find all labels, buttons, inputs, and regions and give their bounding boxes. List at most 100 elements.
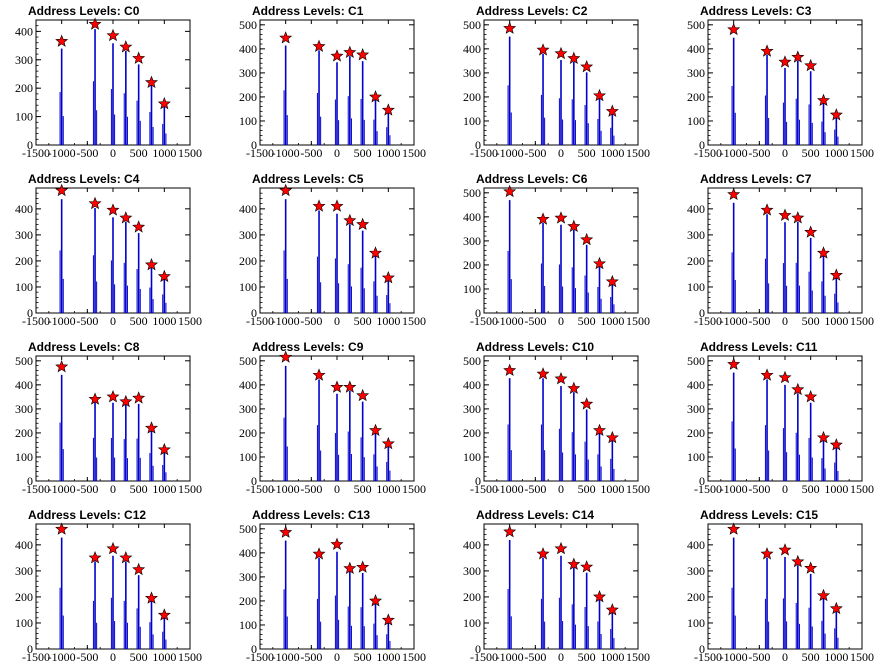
y-tick-label: 400 (239, 42, 257, 56)
y-tick-label: 300 (463, 234, 481, 248)
peak-marker (605, 603, 619, 616)
x-tick-label: 500 (130, 146, 148, 160)
x-tick-label: 1000 (600, 482, 624, 496)
x-tick-label: 500 (354, 650, 372, 664)
histogram-panel: Address Levels: C12 -1500 -1000 -500 0 500 100… (0, 504, 224, 672)
x-tick-label: 1500 (402, 650, 426, 664)
peak-marker (88, 392, 102, 405)
y-tick-label: 0 (27, 474, 33, 488)
x-tick-label: 1000 (376, 314, 400, 328)
peak-marker (279, 31, 293, 44)
peak-marker (503, 524, 517, 538)
x-tick-label: 0 (558, 146, 564, 160)
y-tick-label: 200 (463, 258, 481, 272)
y-tick-label: 500 (239, 18, 257, 32)
x-tick-label: -1000 (720, 146, 748, 160)
y-tick-label: 300 (687, 228, 705, 242)
y-tick-label: 0 (27, 306, 33, 320)
peak-marker (760, 547, 774, 560)
y-tick-label: 200 (15, 81, 33, 95)
x-tick-label: 1500 (626, 650, 650, 664)
panel-title: Address Levels: C6 (476, 172, 588, 186)
peak-marker (369, 246, 382, 259)
peak-marker (567, 381, 581, 394)
peak-marker (132, 391, 146, 404)
histogram-plot: Address Levels: C11 -1500-1000 -500 0 500 100… (687, 340, 874, 496)
peak-marker (791, 382, 805, 396)
y-tick-label: 0 (251, 642, 257, 656)
y-tick-label: 400 (239, 202, 257, 216)
x-tick-label: -500 (300, 650, 322, 664)
y-tick-label: 100 (687, 450, 705, 464)
x-tick-label: -1500 (22, 146, 50, 160)
peak-marker (804, 58, 818, 72)
peak-marker (312, 368, 326, 381)
peak-marker (381, 103, 395, 116)
peak-marker (132, 220, 146, 233)
histogram-plot: Address Levels: C14 -1500-1000 -500 0 500 100… (463, 508, 650, 664)
x-tick-label: 500 (130, 482, 148, 496)
y-tick-label: 400 (463, 538, 481, 552)
x-tick-label: 0 (110, 146, 116, 160)
x-tick-label: 500 (354, 482, 372, 496)
x-tick-label: -1500 (246, 314, 274, 328)
histogram-panel: Address Levels: C7 -1500 -1000 -500 0 500 1000… (672, 168, 896, 336)
peak-marker (343, 213, 357, 227)
histogram-plot: Address Levels: C3-1500-1000 -500 0 500 1000… (687, 4, 874, 160)
peak-marker (330, 380, 344, 393)
peak-marker (554, 211, 568, 224)
x-tick-label: -1500 (22, 650, 50, 664)
y-tick-label: 300 (463, 564, 481, 578)
y-tick-label: 300 (239, 66, 257, 80)
x-tick-label: 1000 (824, 482, 848, 496)
x-tick-label: -1000 (720, 482, 748, 496)
peak-marker (804, 225, 818, 238)
histogram-plot: Address Levels: C1-1500-1000 -500 0 500 1000… (239, 4, 426, 160)
peak-marker (330, 537, 344, 550)
histogram-panel: Address Levels: C8 -1500 -1000 -500 0 500 1000… (0, 336, 224, 504)
y-tick-label: 300 (239, 228, 257, 242)
peak-marker (88, 551, 102, 564)
peak-marker (119, 551, 133, 564)
y-tick-label: 0 (699, 138, 705, 152)
peak-marker (279, 525, 293, 538)
x-tick-label: 0 (782, 482, 788, 496)
x-tick-label: -1500 (246, 482, 274, 496)
x-tick-label: 1000 (376, 650, 400, 664)
x-tick-label: 0 (558, 314, 564, 328)
x-tick-label: 500 (578, 314, 596, 328)
x-tick-label: 0 (110, 650, 116, 664)
histogram-panel: Address Levels: C2 -1500 -1000 -500 0 500 1000… (448, 0, 672, 168)
x-tick-label: 1000 (824, 146, 848, 160)
peak-marker (343, 380, 357, 393)
panel-title: Address Levels: C4 (28, 172, 140, 186)
y-tick-label: 500 (463, 18, 481, 32)
x-tick-label: 1500 (178, 146, 202, 160)
panel-title: Address Levels: C15 (700, 508, 818, 522)
x-tick-label: -1500 (694, 482, 722, 496)
y-tick-label: 100 (239, 618, 257, 632)
histogram-panel: Address Levels: C14 -1500 -1000 -500 0 500 100… (448, 504, 672, 672)
y-tick-label: 400 (239, 378, 257, 392)
x-tick-label: 0 (782, 146, 788, 160)
y-tick-label: 300 (687, 66, 705, 80)
y-tick-label: 200 (687, 254, 705, 268)
x-tick-label: 500 (802, 314, 820, 328)
x-tick-label: 1000 (152, 146, 176, 160)
x-tick-label: -1000 (720, 650, 748, 664)
y-tick-label: 100 (687, 114, 705, 128)
x-tick-label: -1000 (48, 146, 76, 160)
peak-marker (88, 196, 102, 210)
x-tick-label: -1500 (22, 314, 50, 328)
peak-marker (145, 421, 158, 434)
y-tick-label: 400 (15, 378, 33, 392)
peak-marker (330, 49, 344, 62)
x-tick-label: -500 (748, 314, 770, 328)
x-tick-label: -500 (300, 482, 322, 496)
x-tick-label: -1500 (246, 146, 274, 160)
peak-marker (55, 183, 69, 197)
y-tick-label: 200 (239, 426, 257, 440)
y-tick-label: 0 (699, 642, 705, 656)
panel-title: Address Levels: C0 (28, 4, 140, 18)
